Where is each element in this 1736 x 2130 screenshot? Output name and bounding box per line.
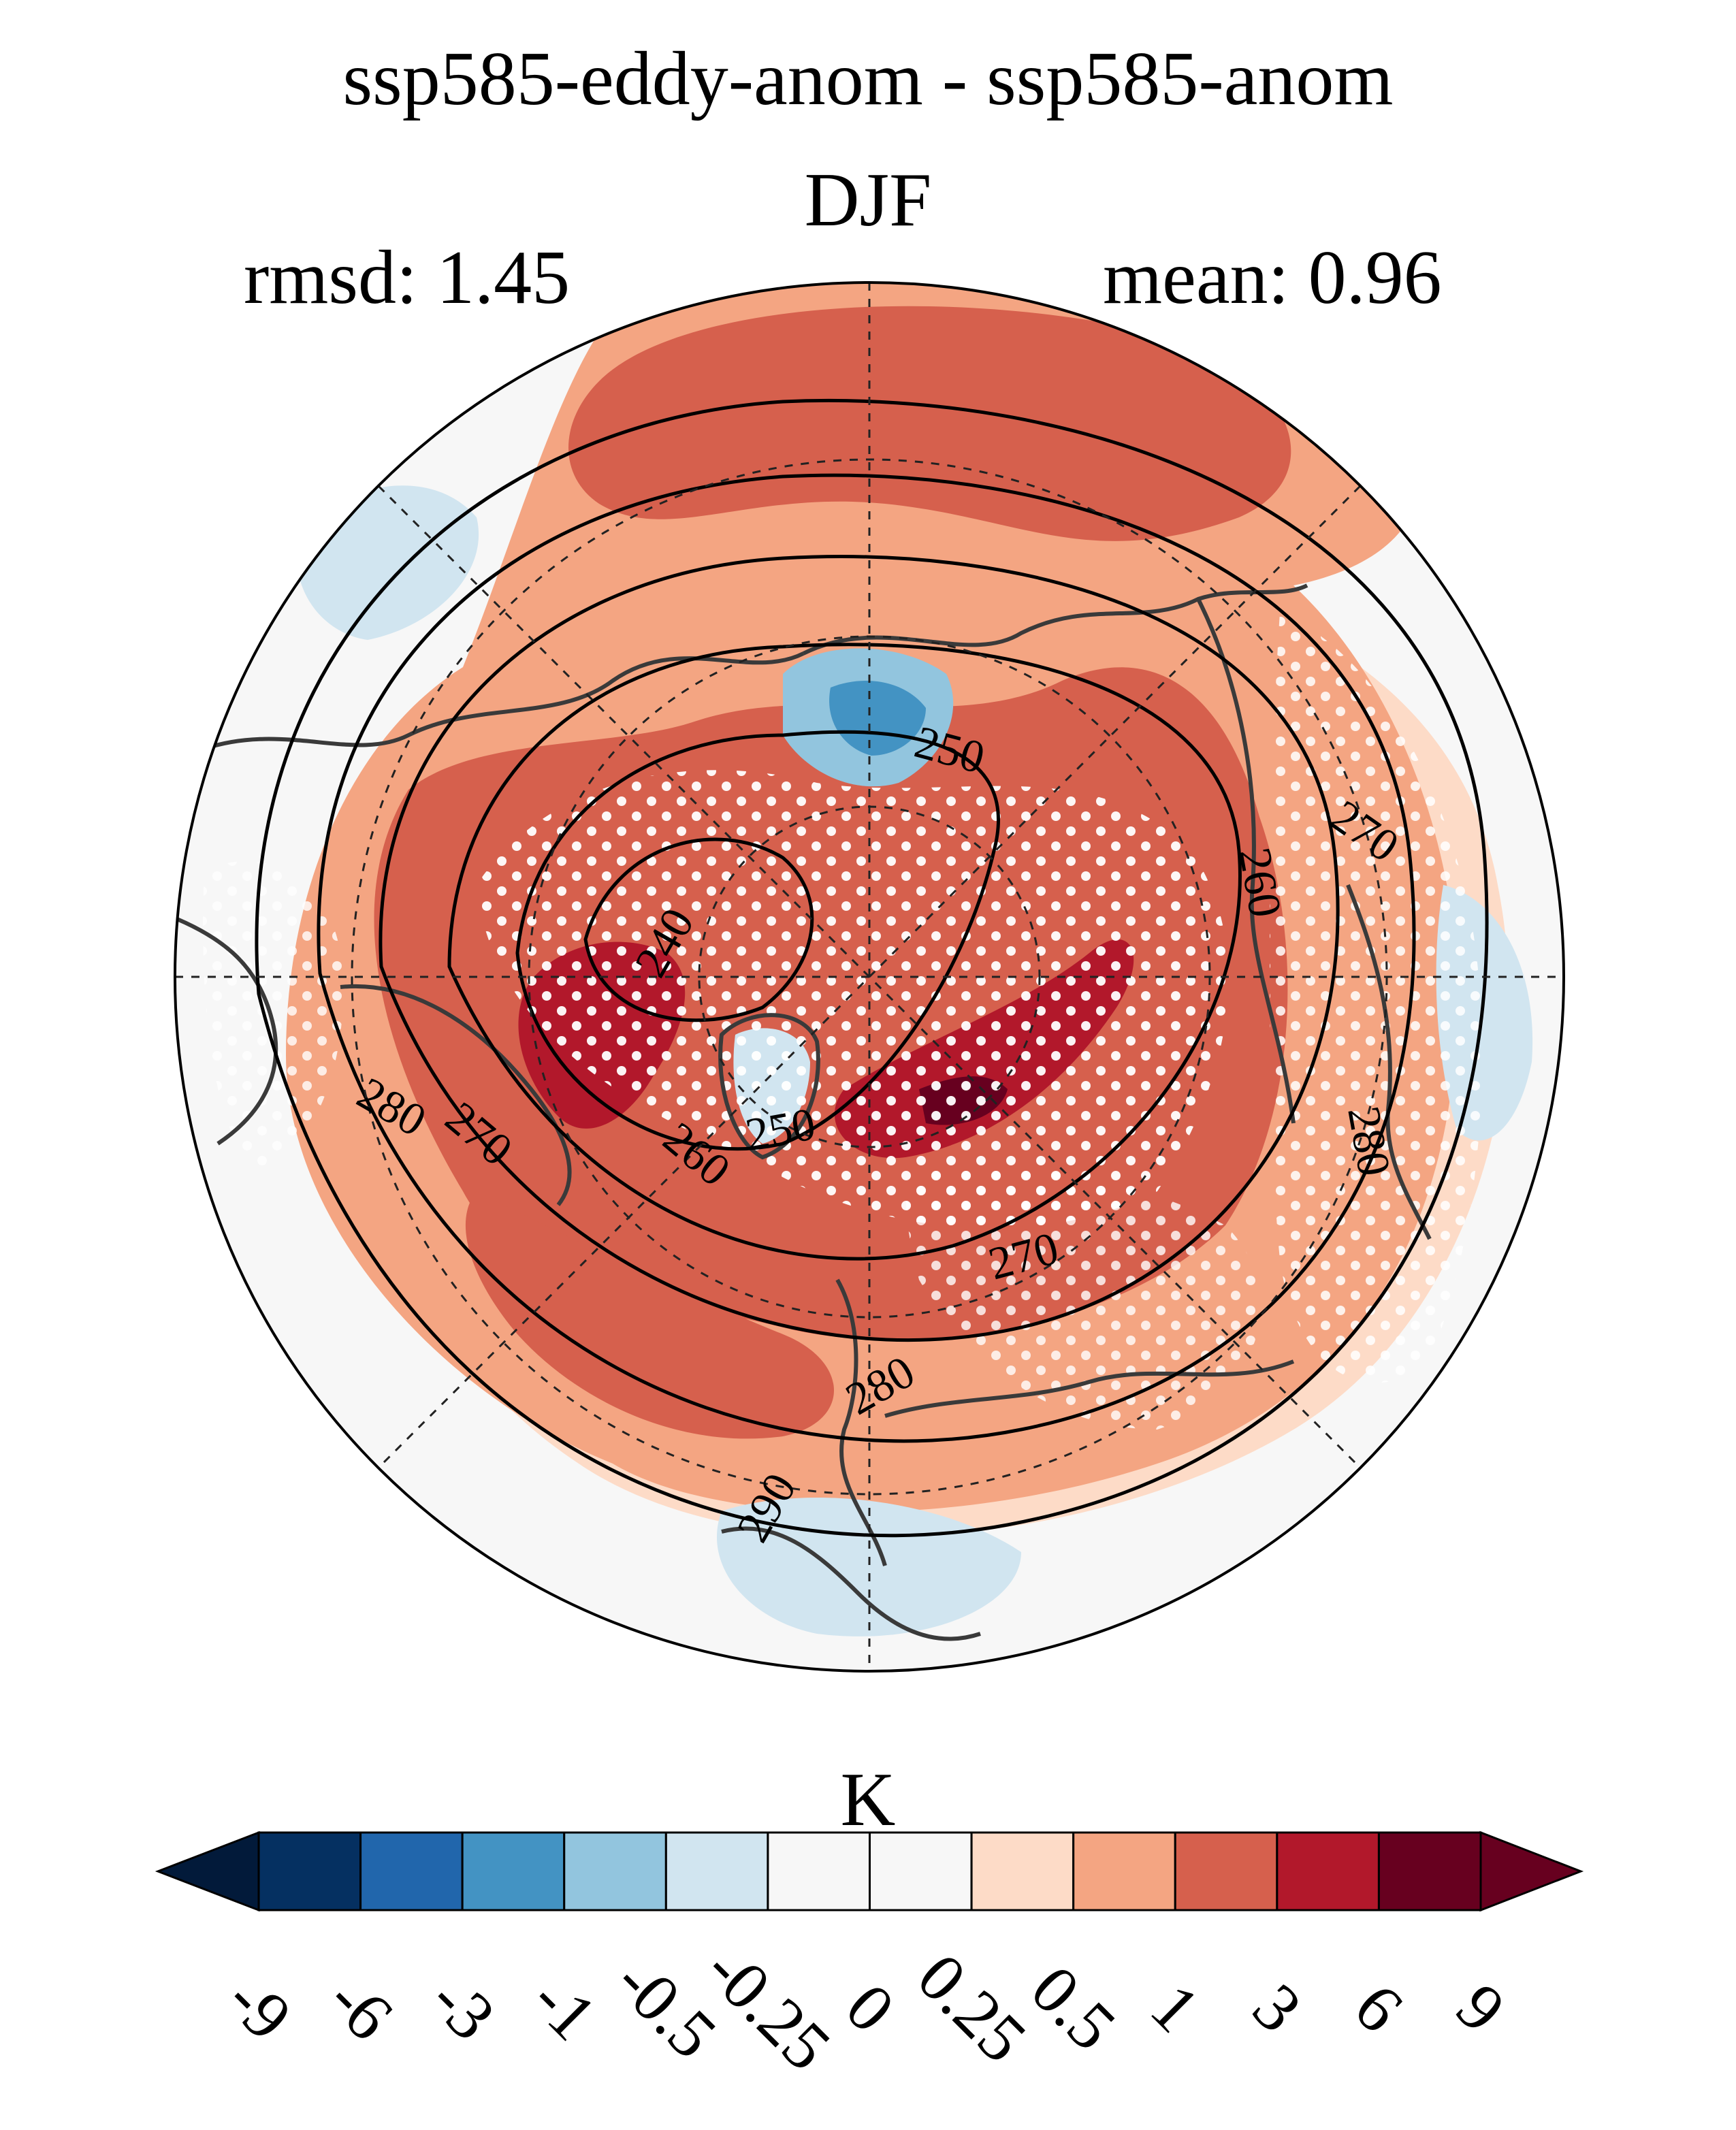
colorbar-extend-high — [1479, 1830, 1584, 1912]
contour-label: 250 — [741, 1097, 819, 1161]
colorbar-tick-label: -9 — [212, 1960, 306, 2055]
map-field — [175, 283, 1564, 1671]
map-boundary — [174, 281, 1565, 1673]
temperature-contours — [255, 398, 1489, 1538]
colorbar-segment — [563, 1831, 667, 1911]
stippling-center — [477, 770, 1229, 1229]
rmsd-label: rmsd: 1.45 — [244, 236, 570, 320]
colorbar-segment — [1276, 1831, 1380, 1911]
colorbar-tick-label: 9 — [1442, 1969, 1520, 2047]
mean-label: mean: 0.96 — [1103, 236, 1442, 320]
stippling-east — [1270, 613, 1483, 1383]
colorbar-tick-label: -3 — [415, 1960, 510, 2055]
graticule — [175, 283, 1564, 1671]
colorbar-tick-label: -6 — [314, 1960, 408, 2055]
colorbar-tick-label: 0 — [831, 1969, 909, 2047]
contour-250 — [515, 730, 1000, 1151]
colorbar-segment — [869, 1831, 973, 1911]
colorbar-unit: K — [840, 1758, 896, 1842]
colorbar-segment — [1072, 1831, 1176, 1911]
title-line-2: DJF — [804, 158, 932, 242]
contour-290 — [255, 398, 1489, 1538]
contour-label: 260 — [1229, 843, 1292, 921]
contour-270 — [379, 555, 1340, 1342]
colorbar-extend-low — [155, 1830, 260, 1912]
field-red-lower — [465, 1191, 834, 1439]
colorbar-segment — [1377, 1831, 1482, 1911]
colorbar-tick-label: -1 — [517, 1960, 611, 2055]
title-line-1: ssp585-eddy-anom - ssp585-anom — [342, 37, 1394, 121]
colorbar-segment — [767, 1831, 871, 1911]
stippling-south — [906, 1165, 1261, 1430]
contour-260 — [447, 643, 1242, 1261]
colorbar — [155, 1830, 1584, 1912]
colorbar-tick-label: 3 — [1238, 1969, 1317, 2047]
field-red-arc — [568, 306, 1291, 541]
colorbar-segment — [664, 1831, 769, 1911]
colorbar-segment — [257, 1831, 362, 1911]
colorbar-segment — [461, 1831, 566, 1911]
colorbar-segment — [359, 1831, 464, 1911]
contour-label: 280 — [1338, 1102, 1401, 1180]
contour-240 — [583, 837, 814, 1022]
colorbar-segment — [970, 1831, 1075, 1911]
colorbar-tick-label: 6 — [1340, 1969, 1418, 2047]
colorbar-segment — [1174, 1831, 1279, 1911]
polar-map: 250 260 270 240 280 270 260 250 270 280 … — [174, 281, 1565, 1673]
contour-280 — [317, 473, 1416, 1443]
colorbar-tick-label: 1 — [1136, 1969, 1215, 2047]
